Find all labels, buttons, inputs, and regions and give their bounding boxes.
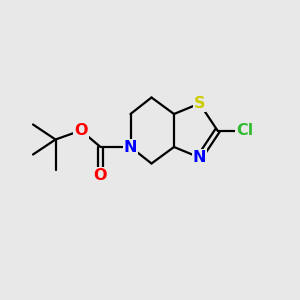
Text: O: O: [74, 123, 88, 138]
Text: S: S: [194, 96, 205, 111]
Text: N: N: [124, 140, 137, 154]
Text: N: N: [193, 150, 206, 165]
Text: Cl: Cl: [236, 123, 253, 138]
Text: O: O: [94, 168, 107, 183]
